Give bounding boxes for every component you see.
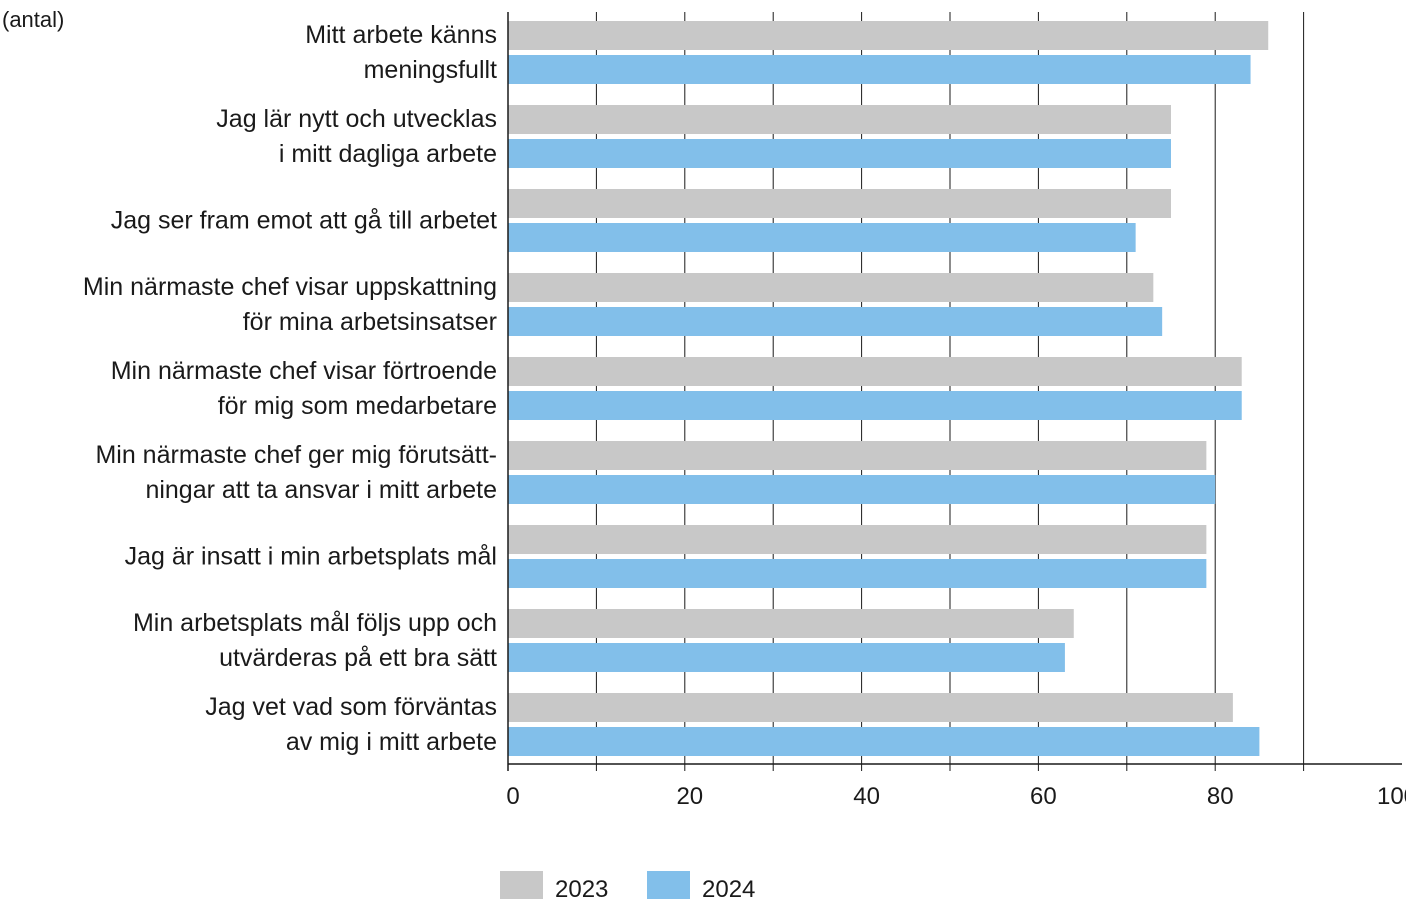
category-label: Mitt arbete känns <box>305 21 497 49</box>
axes <box>507 12 1402 771</box>
category-label: Jag vet vad som förväntas <box>205 693 497 721</box>
bar-2024 <box>508 307 1163 336</box>
x-tick-label: 80 <box>1207 783 1234 810</box>
bar-2023 <box>508 105 1171 134</box>
category-label: Min närmaste chef visar uppskattning <box>83 273 497 301</box>
category-label: Min arbetsplats mål följs upp och <box>133 609 497 637</box>
legend-swatch-2023 <box>500 871 543 899</box>
legend-swatch-2024 <box>647 871 690 899</box>
bar-2024 <box>508 559 1207 588</box>
category-label: för mina arbetsinsatser <box>243 308 497 336</box>
category-label: i mitt dagliga arbete <box>279 140 497 168</box>
bar-2023 <box>508 693 1233 722</box>
bar-2024 <box>508 391 1242 420</box>
legend-label: 2024 <box>702 876 755 903</box>
x-tick-labels: 0 20 40 60 80 100 <box>506 783 1406 810</box>
x-tick-label: 0 <box>506 783 519 810</box>
category-label: Jag lär nytt och utvecklas <box>216 105 497 133</box>
gridlines <box>595 12 1305 764</box>
bar-2023 <box>508 357 1242 386</box>
bar-2024 <box>508 727 1260 756</box>
legend-label: 2023 <box>555 876 608 903</box>
bar-2023 <box>508 441 1207 470</box>
bar-2024 <box>508 223 1136 252</box>
category-labels: Mitt arbete känns meningsfullt Jag lär nyt… <box>83 21 497 756</box>
category-label: Min närmaste chef visar förtroende <box>111 357 497 385</box>
legend: 2023 2024 <box>500 871 755 903</box>
category-label: av mig i mitt arbete <box>286 728 497 756</box>
bar-2023 <box>508 273 1154 302</box>
category-label: utvärderas på ett bra sätt <box>219 644 497 672</box>
bar-2023 <box>508 525 1207 554</box>
bar-2024 <box>508 55 1251 84</box>
bar-2024 <box>508 643 1065 672</box>
category-label: Min närmaste chef ger mig förutsätt- <box>95 441 497 469</box>
x-tick-label: 20 <box>676 783 703 810</box>
bar-2023 <box>508 21 1269 50</box>
category-label: för mig som medarbetare <box>218 392 497 420</box>
x-tick-label: 100 <box>1377 783 1406 810</box>
category-label: Jag är insatt i min arbetsplats mål <box>125 543 497 571</box>
unit-label: (antal) <box>2 7 64 32</box>
category-label: ningar att ta ansvar i mitt arbete <box>145 476 497 504</box>
x-tick-label: 60 <box>1030 783 1057 810</box>
bar-2023 <box>508 189 1171 218</box>
bar-2024 <box>508 139 1171 168</box>
category-label: Jag ser fram emot att gå till arbetet <box>111 207 497 235</box>
bar-2023 <box>508 609 1074 638</box>
x-tick-label: 40 <box>853 783 880 810</box>
category-label: meningsfullt <box>364 56 497 84</box>
bar-2024 <box>508 475 1216 504</box>
bars-group <box>508 21 1269 756</box>
